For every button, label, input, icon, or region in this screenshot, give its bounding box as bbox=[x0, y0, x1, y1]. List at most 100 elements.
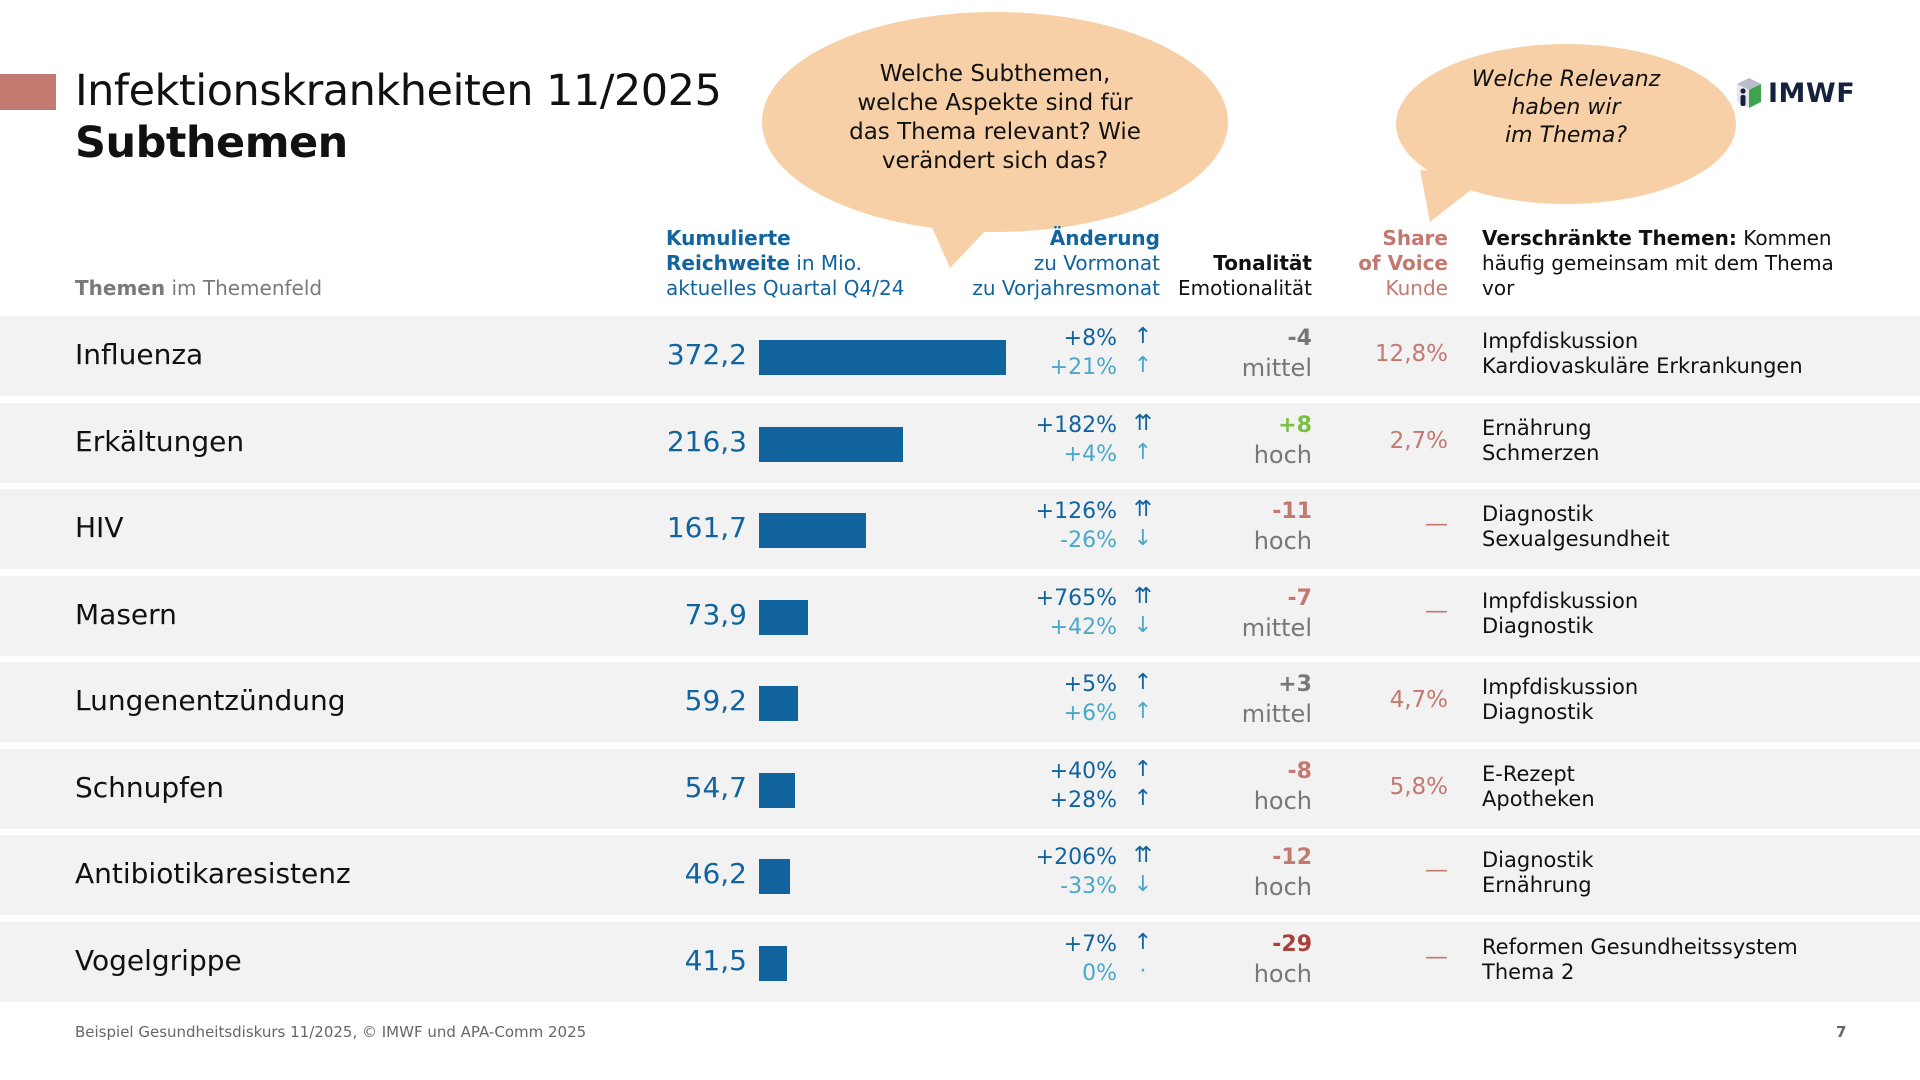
tonality-value: +8 bbox=[1278, 412, 1312, 438]
header-text: Kunde bbox=[1385, 276, 1448, 300]
change-vs-prev-year: +42% bbox=[1049, 614, 1117, 640]
change-vs-prev-month: +765% bbox=[1035, 585, 1117, 611]
related-theme-1: Impfdiskussion bbox=[1482, 329, 1639, 353]
share-of-voice-value: 12,8% bbox=[1374, 341, 1448, 367]
related-theme-2: Diagnostik bbox=[1482, 613, 1594, 638]
bubble-right-line: haben wir bbox=[1511, 95, 1621, 120]
bubble-left-line: welche Aspekte sind für bbox=[857, 90, 1133, 116]
share-of-voice-value: — bbox=[1425, 511, 1448, 537]
reach-bar bbox=[759, 859, 790, 894]
reach-value-label: 59,2 bbox=[684, 684, 747, 717]
table-row: Schnupfen 54,7 +40% ↑ +28% ↑ -8 hoch 5,8% E-Rezep… bbox=[0, 748, 1920, 829]
related-theme-1: Diagnostik bbox=[1482, 848, 1594, 872]
double-up-arrow-icon: ⇈ bbox=[1133, 497, 1153, 522]
header-bold: Änderung bbox=[1049, 226, 1160, 250]
change-vs-prev-year: -33% bbox=[1060, 874, 1117, 899]
down-arrow-icon: ↓ bbox=[1133, 872, 1153, 897]
up-arrow-icon: ↑ bbox=[1133, 785, 1153, 811]
header-bold: Kumulierte bbox=[666, 226, 791, 250]
up-arrow-icon: ↑ bbox=[1133, 439, 1153, 465]
speech-bubble-right bbox=[1396, 44, 1736, 204]
change-vs-prev-month: +8% bbox=[1063, 326, 1117, 351]
double-up-arrow-icon: ⇈ bbox=[1133, 410, 1153, 436]
theme-name: Masern bbox=[75, 597, 177, 631]
bubble-left-line: verändert sich das? bbox=[881, 148, 1109, 174]
emotionality-label: hoch bbox=[1253, 873, 1312, 901]
table-row: Lungenentzündung 59,2 +5% ↑ +6% ↑ +3 mittel 4,7%… bbox=[0, 662, 1920, 742]
table-row: Masern 73,9 +765% ⇈ +42% ↓ -7 mittel — Impfdiskus… bbox=[0, 575, 1920, 656]
related-theme-1: Impfdiskussion bbox=[1482, 588, 1639, 613]
bubble-left-line: das Thema relevant? Wie bbox=[849, 119, 1141, 145]
related-theme-1: E-Rezept bbox=[1482, 761, 1575, 786]
imwf-logo-text: IMWF bbox=[1768, 77, 1856, 109]
theme-name: Erkältungen bbox=[75, 424, 245, 458]
change-vs-prev-year: +6% bbox=[1063, 701, 1117, 726]
reach-value-label: 161,7 bbox=[666, 511, 747, 544]
related-theme-1: Impfdiskussion bbox=[1482, 675, 1639, 699]
related-theme-2: Apotheken bbox=[1482, 786, 1595, 811]
imwf-logo: IMWF bbox=[1734, 76, 1855, 110]
up-arrow-icon: ↑ bbox=[1133, 670, 1153, 695]
related-theme-2: Thema 2 bbox=[1482, 959, 1575, 984]
change-vs-prev-year: -26% bbox=[1060, 528, 1117, 553]
header-text: in Mio. bbox=[789, 251, 862, 275]
footer-source: Beispiel Gesundheitsdiskurs 11/2025, © I… bbox=[75, 1023, 587, 1041]
tonality-value: -29 bbox=[1272, 931, 1312, 957]
change-vs-prev-month: +126% bbox=[1035, 499, 1117, 524]
emotionality-label: mittel bbox=[1241, 700, 1312, 728]
tonality-value: -7 bbox=[1287, 585, 1312, 611]
header-text: im Themenfeld bbox=[165, 276, 323, 300]
column-header-aenderung: Änderung zu Vormonat zu Vorjahresmonat bbox=[972, 226, 1160, 301]
emotionality-label: mittel bbox=[1241, 354, 1312, 382]
bubble-right-line: Welche Relevanz bbox=[1471, 67, 1661, 92]
up-arrow-icon: ↑ bbox=[1133, 699, 1153, 724]
imwf-cube-logo-icon bbox=[1737, 78, 1761, 108]
reach-bar bbox=[759, 426, 903, 462]
theme-name: Vogelgrippe bbox=[75, 943, 242, 977]
title-accent-block bbox=[0, 74, 56, 110]
reach-bar bbox=[759, 772, 796, 808]
tonality-value: -4 bbox=[1287, 326, 1312, 351]
change-vs-prev-year: +4% bbox=[1063, 441, 1117, 467]
header-text: zu Vorjahresmonat bbox=[972, 276, 1160, 300]
tonality-value: -8 bbox=[1287, 758, 1312, 784]
dot-neutral-icon: · bbox=[1139, 958, 1147, 984]
change-vs-prev-month: +182% bbox=[1035, 412, 1117, 438]
bubble-right-line: im Thema? bbox=[1504, 123, 1628, 148]
tonality-value: +3 bbox=[1278, 672, 1312, 697]
theme-name: Schnupfen bbox=[75, 770, 225, 804]
reach-value-label: 54,7 bbox=[684, 770, 747, 804]
down-arrow-icon: ↓ bbox=[1133, 612, 1153, 638]
theme-name: HIV bbox=[75, 511, 124, 544]
emotionality-label: mittel bbox=[1241, 613, 1312, 642]
header-bold: Verschränkte Themen: bbox=[1482, 226, 1737, 250]
related-theme-2: Diagnostik bbox=[1482, 700, 1594, 724]
related-theme-2: Schmerzen bbox=[1482, 440, 1600, 465]
column-header-share-of-voice: Share of Voice Kunde bbox=[1358, 226, 1448, 301]
header-bold: Tonalität bbox=[1213, 251, 1312, 275]
share-of-voice-value: — bbox=[1425, 597, 1448, 624]
tonality-value: -12 bbox=[1272, 845, 1312, 870]
table-row: HIV 161,7 +126% ⇈ -26% ↓ -11 hoch — Diagnostik Sex… bbox=[0, 489, 1920, 569]
reach-bar bbox=[759, 599, 809, 635]
reach-value-label: 73,9 bbox=[684, 597, 747, 631]
up-arrow-icon: ↑ bbox=[1133, 324, 1153, 349]
share-of-voice-value: 5,8% bbox=[1389, 773, 1448, 800]
column-header-themen: Themen im Themenfeld bbox=[75, 276, 322, 301]
change-vs-prev-month: +206% bbox=[1035, 845, 1117, 870]
up-arrow-icon: ↑ bbox=[1133, 353, 1153, 378]
change-vs-prev-month: +7% bbox=[1063, 931, 1117, 957]
related-theme-2: Kardiovaskuläre Erkrankungen bbox=[1482, 354, 1803, 378]
header-text: Kommen häufig gemeinsam mit dem Thema vo… bbox=[1482, 226, 1834, 300]
header-bold: Reichweite bbox=[666, 251, 790, 275]
double-up-arrow-icon: ⇈ bbox=[1133, 583, 1153, 609]
share-of-voice-value: — bbox=[1425, 943, 1448, 970]
page-title: Infektionskrankheiten 11/2025 bbox=[75, 66, 722, 116]
share-of-voice-value: — bbox=[1425, 857, 1448, 883]
speech-bubble-right-text: Welche Relevanz haben wir im Thema? bbox=[1420, 66, 1712, 150]
emotionality-label: hoch bbox=[1253, 959, 1312, 988]
page-subtitle: Subthemen bbox=[75, 118, 348, 168]
theme-name: Antibiotikaresistenz bbox=[75, 857, 351, 890]
theme-name: Lungenentzündung bbox=[75, 684, 346, 717]
header-bold: Themen bbox=[75, 276, 166, 300]
